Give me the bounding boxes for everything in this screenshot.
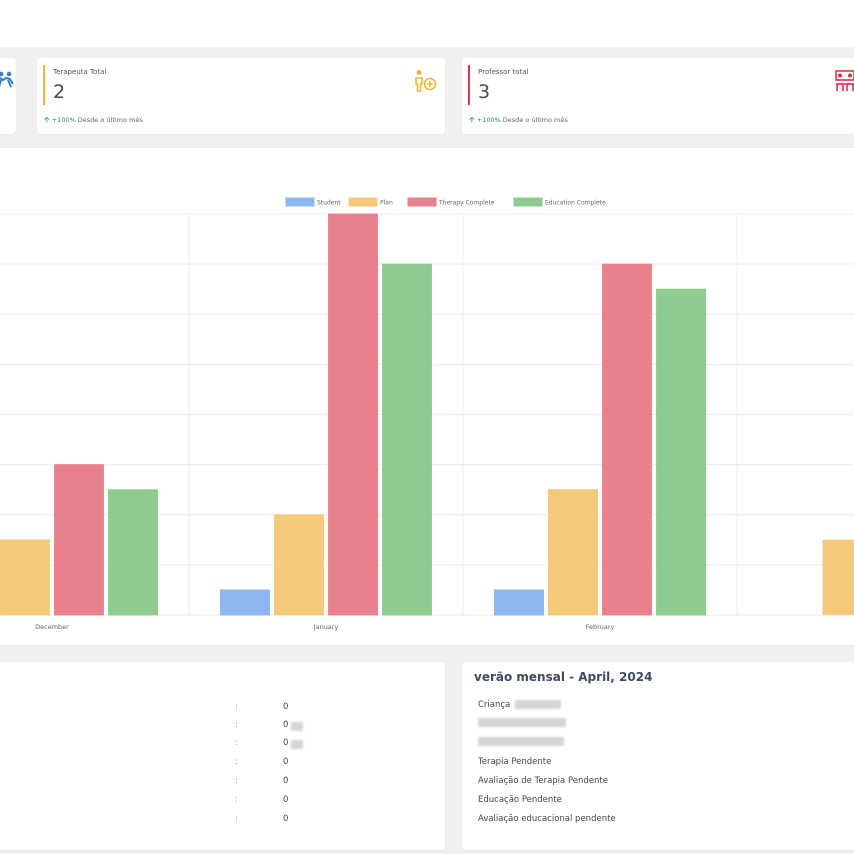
summary-child-row: Criança — [478, 700, 561, 710]
bar-plan — [274, 514, 324, 616]
redacted-text — [514, 700, 561, 709]
stat-card-students — [0, 58, 16, 134]
bar-chart: December January February Student Plan Therap… — [0, 197, 854, 631]
bar-plan — [822, 539, 854, 615]
bar-therapy-complete — [54, 464, 104, 616]
arrow-up-icon: 🡩 — [44, 115, 50, 124]
details-card: : 0: 0: 0: 0: 0: 0: 0 — [0, 662, 445, 850]
detail-colon: : — [235, 702, 238, 712]
detail-value: 0 — [283, 757, 289, 767]
legend-label: Student — [317, 200, 341, 207]
redacted-row — [478, 737, 564, 747]
stat-change: 🡩 +100% Desde o último mês — [469, 114, 568, 128]
bar-plan — [0, 539, 50, 616]
stat-label: Terapeuta Total — [53, 68, 107, 76]
stat-card-teacher: Professor total 3 🡩 +100% Desde o último m… — [462, 58, 854, 134]
monthly-chart-card: December January February Student Plan Therap… — [0, 148, 854, 645]
bar-student — [220, 589, 270, 616]
redacted-text — [478, 737, 564, 746]
bar-education-complete — [108, 489, 158, 616]
stat-card-therapist: Terapeuta Total 2 🡩 +100% Desde o último m… — [37, 58, 445, 134]
arrow-up-icon: 🡩 — [469, 115, 475, 124]
bar-education-complete — [656, 288, 706, 616]
top-bar — [0, 0, 854, 47]
stat-change: 🡩 +100% Desde o último mês — [44, 114, 143, 128]
stat-value: 3 — [478, 81, 491, 103]
detail-colon: : — [235, 795, 238, 805]
summary-item: Avaliação de Terapia Pendente — [478, 776, 608, 786]
detail-value: 0 — [283, 776, 289, 786]
detail-value: 0 — [283, 720, 289, 730]
stat-value: 2 — [53, 81, 66, 103]
detail-value: 0 — [283, 738, 289, 748]
redacted-text — [291, 740, 303, 749]
legend-swatch — [513, 197, 543, 207]
stat-accent-bar — [43, 65, 45, 105]
students-icon — [0, 71, 14, 88]
detail-value: 0 — [283, 814, 289, 824]
summary-item: Terapia Pendente — [478, 757, 552, 767]
x-tick-label: December — [35, 623, 69, 631]
stat-label: Professor total — [478, 68, 529, 76]
stat-accent-bar — [468, 65, 470, 105]
legend-label: Therapy Complete — [438, 200, 495, 207]
bar-therapy-complete — [602, 263, 652, 616]
redacted-text — [291, 722, 303, 731]
bar-education-complete — [382, 263, 432, 616]
summary-item: Educação Pendente — [478, 795, 562, 805]
summary-item: Avaliação educacional pendente — [478, 814, 616, 824]
detail-colon: : — [235, 720, 238, 730]
x-tick-label: February — [586, 623, 615, 631]
summary-title: verão mensal - April, 2024 — [474, 670, 653, 684]
legend-label: Plan — [380, 200, 393, 207]
bar-plan — [548, 489, 598, 616]
legend-swatch — [407, 197, 437, 207]
detail-colon: : — [235, 776, 238, 786]
bar-therapy-complete — [328, 213, 378, 616]
stat-change-pct: +100% — [51, 116, 76, 124]
redacted-text — [478, 718, 566, 727]
summary-child-label: Criança — [478, 700, 511, 710]
stat-change-pct: +100% — [476, 116, 501, 124]
teacher-icon — [835, 70, 854, 91]
stat-change-text: Desde o último mês — [502, 116, 568, 124]
legend-swatch — [348, 197, 378, 207]
legend-swatch — [285, 197, 315, 207]
detail-colon: : — [235, 814, 238, 824]
redacted-row — [478, 718, 566, 728]
detail-colon: : — [235, 757, 238, 767]
detail-value: 0 — [283, 795, 289, 805]
legend-label: Education Complete — [545, 200, 606, 207]
detail-colon: : — [235, 738, 238, 748]
bar-student — [494, 589, 544, 616]
x-tick-label: January — [313, 623, 339, 631]
detail-value: 0 — [283, 702, 289, 712]
monthly-summary-card: verão mensal - April, 2024 Criança Terap… — [462, 662, 854, 850]
therapist-icon — [415, 70, 437, 92]
stat-change-text: Desde o último mês — [77, 116, 143, 124]
